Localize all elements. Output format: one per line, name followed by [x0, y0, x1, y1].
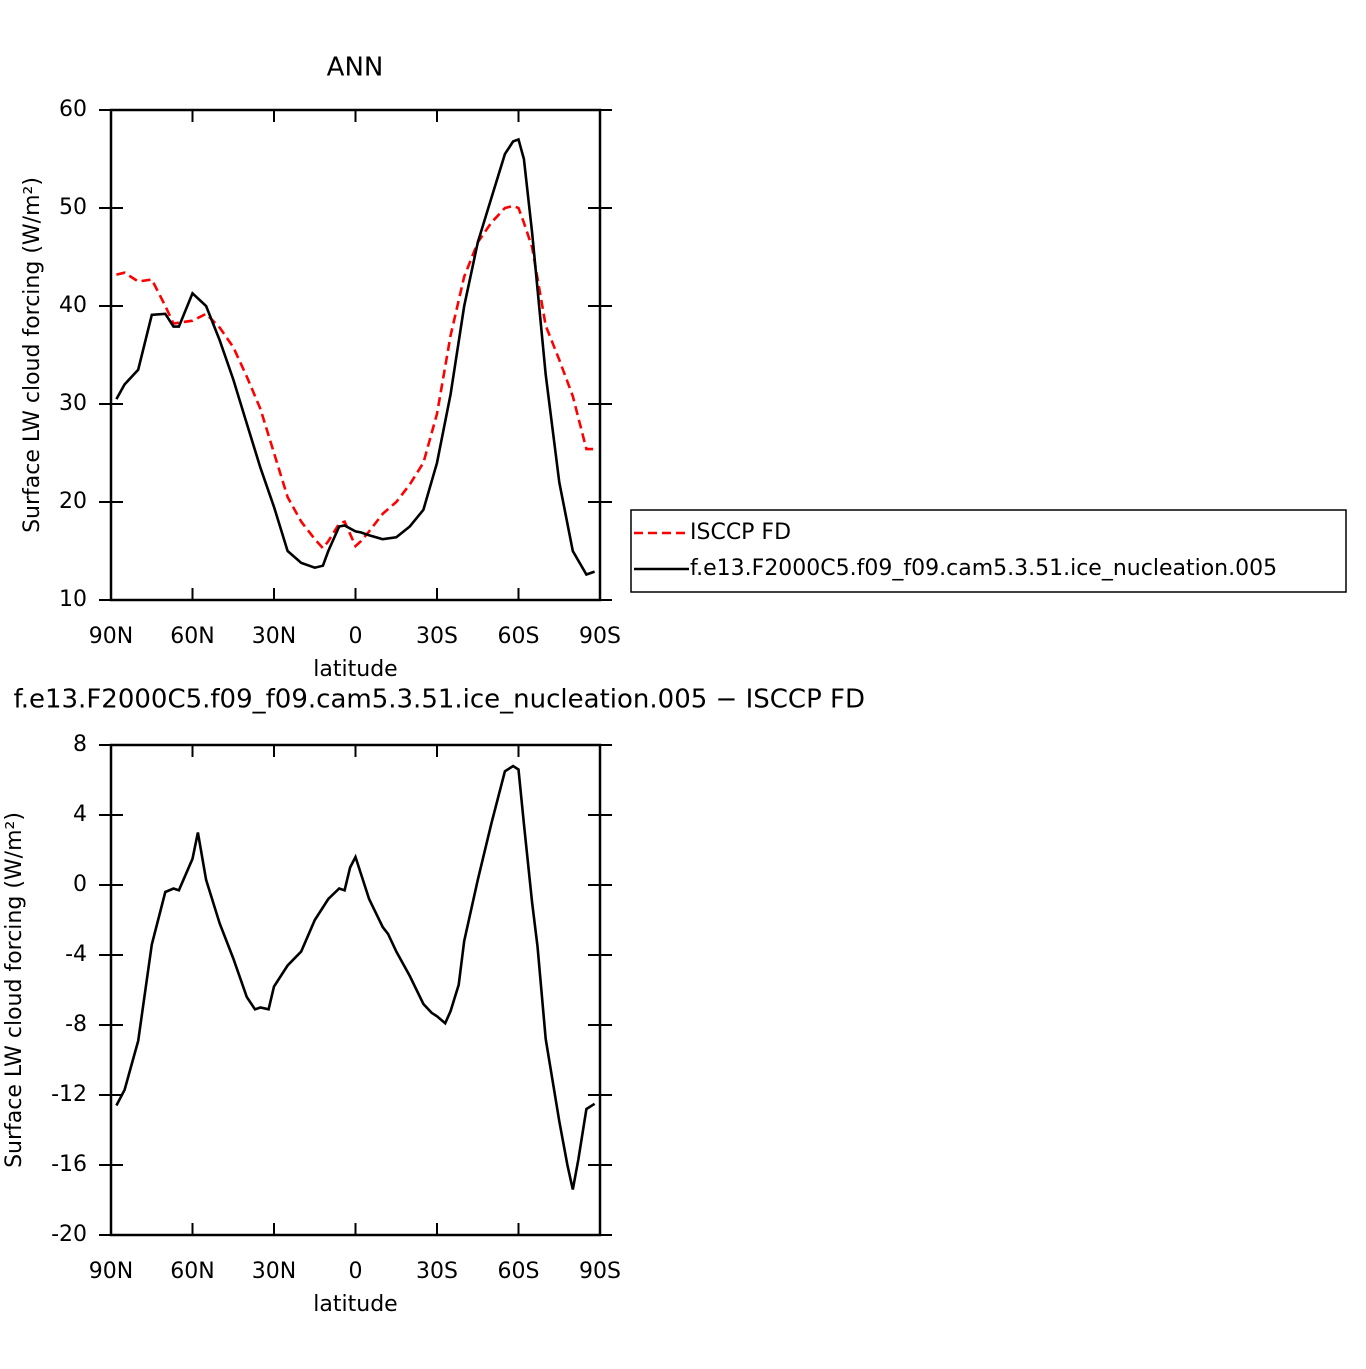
y-tick-label: -20: [51, 1222, 87, 1247]
y-tick-label: -8: [65, 1012, 87, 1037]
legend-box: [630, 509, 1347, 593]
x-tick-label: 30N: [252, 1259, 296, 1284]
x-tick-label: 60S: [498, 624, 540, 649]
x-tick-label: 90N: [89, 624, 133, 649]
x-tick-label: 0: [349, 624, 363, 649]
plot-frame: [109, 743, 602, 1237]
x-tick-label: 0: [349, 1259, 363, 1284]
x-tick-label: 90N: [89, 1259, 133, 1284]
y-tick-label: 50: [59, 195, 87, 220]
y-tick-label: 20: [59, 489, 87, 514]
y-axis-label: Surface LW cloud forcing (W/m²): [20, 177, 45, 533]
chart-title: ANN: [327, 53, 384, 83]
x-axis-label: latitude: [313, 1292, 397, 1317]
x-tick-label: 90S: [579, 624, 621, 649]
x-tick-label: 60N: [170, 624, 214, 649]
x-tick-label: 90S: [579, 1259, 621, 1284]
chart-title: f.e13.F2000C5.f09_f09.cam5.3.51.ice_nucl…: [13, 685, 865, 715]
y-tick-label: 40: [59, 293, 87, 318]
y-tick-label: 30: [59, 391, 87, 416]
x-tick-label: 60S: [498, 1259, 540, 1284]
y-tick-label: 4: [73, 802, 87, 827]
y-tick-label: -16: [51, 1152, 87, 1177]
legend-label: ISCCP FD: [690, 520, 791, 545]
x-tick-label: 30N: [252, 624, 296, 649]
data-line: [115, 764, 596, 1190]
y-tick-label: -12: [51, 1082, 87, 1107]
legend-label: f.e13.F2000C5.f09_f09.cam5.3.51.ice_nucl…: [690, 556, 1277, 581]
y-tick-label: 60: [59, 97, 87, 122]
x-tick-label: 30S: [416, 624, 458, 649]
x-tick-label: 30S: [416, 1259, 458, 1284]
data-line: [116, 204, 595, 551]
y-tick-label: 8: [73, 732, 87, 757]
x-axis-label: latitude: [313, 657, 397, 682]
y-tick-label: 10: [59, 587, 87, 612]
data-line: [115, 137, 596, 577]
y-axis-label: Surface LW cloud forcing (W/m²): [2, 812, 27, 1168]
y-tick-label: 0: [73, 872, 87, 897]
y-tick-label: -4: [65, 942, 87, 967]
x-tick-label: 60N: [170, 1259, 214, 1284]
